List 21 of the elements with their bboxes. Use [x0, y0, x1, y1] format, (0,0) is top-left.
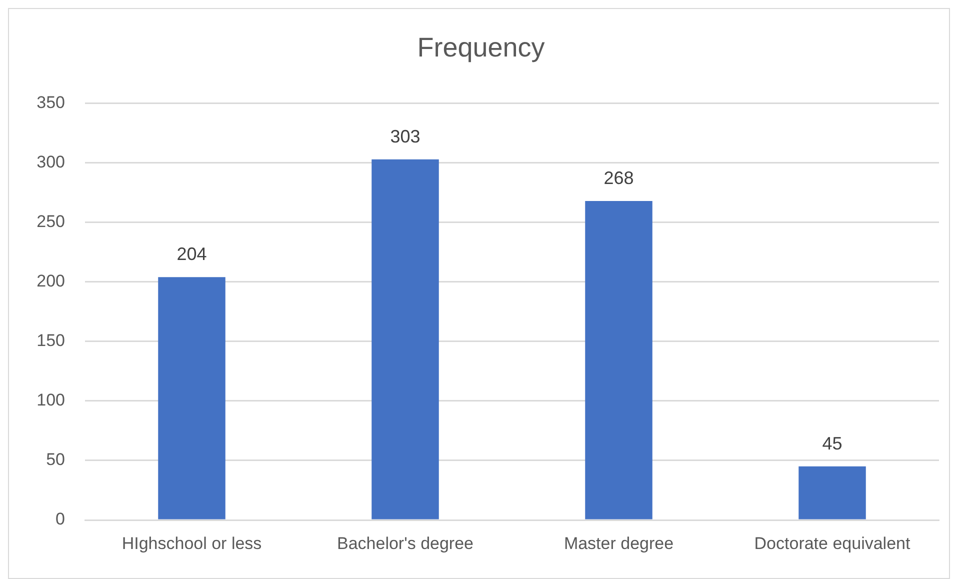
data-label: 204 — [176, 244, 207, 264]
x-tick-label: Master degree — [564, 534, 674, 553]
y-tick-label: 250 — [36, 212, 65, 232]
y-tick-label: 50 — [46, 450, 65, 470]
x-tick-label: Bachelor's degree — [337, 534, 474, 553]
bar — [158, 277, 226, 520]
y-tick-label: 300 — [36, 152, 65, 172]
chart-title: Frequency — [417, 32, 546, 63]
y-tick-label: 200 — [36, 272, 65, 291]
data-label: 45 — [822, 433, 842, 454]
bar — [585, 201, 652, 520]
bar — [798, 466, 866, 520]
data-label: 303 — [390, 126, 420, 146]
y-tick-label: 150 — [36, 331, 65, 350]
x-tick-label: HIghschool or less — [122, 534, 262, 553]
bar — [372, 159, 439, 520]
y-tick-label: 100 — [36, 390, 65, 410]
data-label: 268 — [604, 168, 634, 188]
x-tick-label: Doctorate equivalent — [754, 534, 910, 553]
y-tick-label: 0 — [56, 510, 65, 529]
y-tick-label: 350 — [36, 93, 65, 112]
